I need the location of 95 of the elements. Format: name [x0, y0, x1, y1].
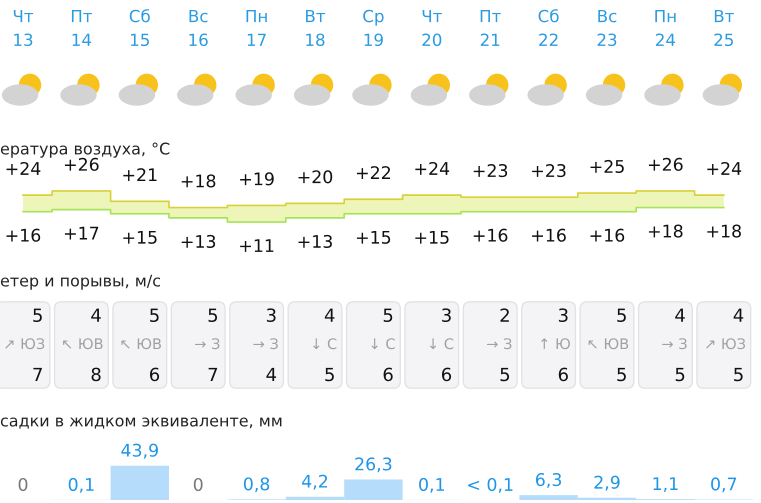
x-tick-label: Вс 23 [598, 10, 616, 46]
data-label: +24 [707, 162, 742, 175]
data-label: 0,8 [244, 477, 270, 492]
data-label: +13 [298, 234, 332, 248]
data-label: 4 [734, 308, 744, 322]
data-label: +15 [415, 230, 449, 244]
data-label: 5 [734, 368, 743, 382]
category-label: → З [195, 338, 220, 350]
category-label: ↓ С [313, 338, 336, 350]
data-label: +20 [298, 170, 332, 184]
data-label: +17 [64, 226, 98, 240]
data-label: +18 [648, 224, 683, 238]
data-label: 3 [442, 308, 451, 322]
data-label: 4 [324, 308, 334, 322]
category-label: ↗ ЮЗ [706, 338, 746, 350]
data-label: +23 [532, 164, 566, 178]
data-label: 6 [442, 368, 452, 382]
x-tick-label: Вс 16 [189, 10, 208, 46]
category-label: → З [487, 338, 512, 350]
data-label: 5 [150, 308, 159, 322]
text: < 0,1 [468, 478, 512, 493]
data-label: +21 [123, 168, 157, 182]
data-label: 4 [266, 368, 276, 381]
chart-title: садки в жидком эквиваленте, мм [0, 417, 282, 429]
category-label: ↖ ЮВ [121, 338, 161, 350]
x-tick-label: Ср 19 [363, 10, 384, 46]
x-tick-label: Сб 15 [130, 9, 150, 46]
data-label: 0,1 [68, 478, 94, 493]
data-label: +18 [707, 224, 741, 238]
data-label: 5 [208, 308, 218, 322]
data-label: 43,9 [121, 444, 158, 459]
data-label: 7 [208, 368, 218, 381]
data-label: +26 [64, 158, 99, 171]
category-label: ↑ Ю [541, 338, 570, 350]
data-label: 5 [676, 368, 684, 382]
data-label: 26,3 [355, 457, 392, 472]
x-tick-label: Сб 22 [538, 9, 559, 46]
data-label: 5 [617, 368, 626, 382]
x-tick-label: Вт 25 [714, 10, 734, 46]
data-label: 2 [500, 308, 509, 322]
data-label: +15 [123, 230, 157, 244]
chart-title: ература воздуха, °C [0, 142, 170, 158]
data-label: 5 [33, 308, 42, 322]
data-label: 3 [266, 308, 276, 322]
data-label: 6 [558, 368, 568, 382]
data-label: 5 [617, 308, 626, 322]
data-label: 0,7 [711, 477, 736, 492]
text: етер и порывы, м/с [0, 274, 160, 290]
x-tick-label: Чт 20 [422, 10, 442, 46]
category-label: ↓ С [430, 338, 454, 350]
data-label: 2,9 [594, 476, 620, 491]
data-label: +16 [6, 228, 40, 242]
data-label: 5 [500, 368, 510, 382]
data-label: 1,1 [654, 477, 678, 492]
x-tick-label: Чт 13 [14, 10, 34, 46]
data-label: +11 [240, 239, 274, 252]
category-label: ↗ ЮЗ [5, 338, 44, 350]
data-label: 4,2 [302, 474, 328, 490]
data-label: +16 [590, 228, 624, 242]
data-label: 7 [33, 368, 42, 381]
data-label: 5 [325, 368, 334, 382]
bar [110, 466, 169, 500]
data-label: 4 [675, 308, 685, 322]
data-label: +18 [182, 174, 216, 188]
data-label: 6,3 [536, 473, 562, 488]
x-tick-label: Пт 21 [480, 10, 501, 46]
category-label: ↓ С [372, 338, 395, 350]
category-label: → З [662, 338, 687, 350]
x-tick-label: Пн 17 [246, 10, 267, 46]
data-label: +19 [240, 172, 274, 186]
data-label: 6 [384, 368, 393, 382]
data-label: +26 [648, 158, 683, 171]
category-label: ↖ ЮВ [63, 338, 103, 350]
data-label: +23 [474, 164, 508, 178]
data-label: +13 [182, 234, 216, 248]
data-label: +25 [590, 160, 624, 174]
data-label: 6 [150, 368, 160, 382]
data-label: 5 [384, 308, 392, 322]
category-label: ↖ ЮВ [588, 338, 628, 350]
data-label: +24 [6, 162, 40, 175]
data-label: +24 [415, 162, 450, 175]
x-tick-label: Вт 18 [306, 10, 326, 46]
data-label: 0,1 [419, 478, 444, 493]
data-label: 0 [18, 478, 28, 492]
category-label: → З [253, 338, 278, 350]
data-label: 8 [92, 368, 101, 382]
data-label: +22 [356, 166, 390, 179]
data-label: +15 [356, 230, 390, 244]
data-label: 0 [194, 478, 203, 492]
data-label: +16 [474, 228, 508, 242]
data-label: +16 [532, 228, 566, 242]
data-label: 4 [91, 308, 101, 322]
x-tick-label: Пн 24 [655, 10, 676, 46]
x-tick-label: Пт 14 [72, 10, 92, 46]
data-label: 3 [558, 308, 568, 322]
